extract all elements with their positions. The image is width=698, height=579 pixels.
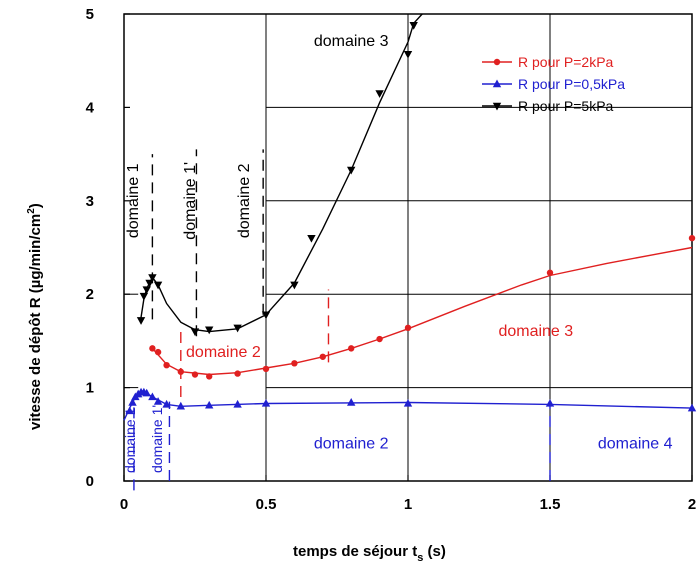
data-point-0 [154, 348, 162, 356]
domain-label: domaine 3 [498, 323, 573, 340]
data-point-2 [136, 317, 146, 325]
legend-marker [492, 79, 502, 88]
y-tick-label: 4 [86, 99, 95, 116]
data-point-0 [546, 269, 554, 276]
x-tick-label: 0.5 [256, 496, 277, 513]
tick-labels: 0 1 2 3 4 5 0 0.5 1 1.5 2 [86, 6, 697, 513]
domain-label: domaine 1' [149, 405, 165, 473]
y-axis-title: vitesse de dépôt R (µg/min/cm2) [26, 203, 44, 430]
data-point-2 [148, 274, 157, 282]
legend-label: R pour P=0,5kPa [518, 76, 625, 92]
domain-label: domaine 1' [182, 162, 199, 240]
data-point-2 [190, 328, 200, 337]
data-point-1 [176, 401, 185, 410]
x-tick-label: 1.5 [540, 496, 561, 513]
legend-marker [493, 58, 501, 66]
data-point-0 [191, 371, 199, 378]
data-point-1 [142, 388, 151, 397]
data-point-0 [149, 345, 156, 352]
data-point-2 [139, 292, 149, 301]
data-point-1 [205, 400, 214, 409]
data-point-0 [234, 370, 241, 377]
data-point-2 [307, 234, 316, 243]
data-point-0 [163, 361, 170, 369]
data-point-1 [153, 397, 163, 405]
series-markers [125, 22, 697, 415]
domain-label: domaine 2 [186, 344, 261, 361]
x-tick-label: 0 [120, 496, 128, 513]
data-point-2 [290, 281, 299, 290]
y-tick-label: 1 [86, 380, 94, 397]
data-point-1 [261, 398, 271, 407]
data-point-0 [319, 353, 326, 360]
domain-label: domaine 4 [598, 435, 673, 452]
legend-label: R pour P=5kPa [518, 98, 614, 114]
data-point-2 [375, 90, 384, 98]
domain-label: domaine 1 [125, 163, 142, 238]
domain-annotations: domaine 3 domaine 1 domaine 1' domaine 2 dom… [122, 33, 673, 473]
data-point-2 [409, 22, 418, 30]
data-point-1 [125, 406, 134, 415]
data-point-0 [348, 345, 355, 352]
x-tick-label: 2 [688, 496, 696, 513]
domain-dividers [133, 149, 551, 491]
data-point-0 [262, 365, 270, 373]
x-axis-title: temps de séjour ts (s) [293, 543, 446, 564]
data-point-2 [153, 281, 163, 290]
domain-label: domaine 2 [236, 163, 253, 238]
data-point-0 [688, 234, 696, 242]
y-tick-label: 3 [86, 193, 94, 210]
data-point-0 [376, 335, 383, 343]
data-point-1 [162, 399, 171, 408]
data-point-2 [403, 50, 413, 59]
y-tick-label: 5 [86, 6, 94, 23]
legend-marker [492, 102, 502, 111]
data-point-2 [233, 324, 242, 333]
data-point-1 [233, 399, 242, 408]
domain-label: domaine 1 [122, 407, 138, 473]
data-point-1 [148, 392, 157, 401]
legend: R pour P=2kPa R pour P=0,5kPa R pour P=5kP… [482, 54, 625, 114]
data-point-2 [261, 311, 271, 320]
data-point-2 [142, 286, 151, 295]
domain-label: domaine 2 [314, 435, 389, 452]
data-point-0 [291, 360, 298, 367]
y-tick-label: 2 [86, 286, 94, 303]
data-point-1 [403, 398, 413, 407]
data-point-0 [206, 373, 213, 380]
y-tick-label: 0 [86, 473, 94, 490]
data-point-2 [347, 166, 356, 175]
data-point-2 [145, 279, 154, 288]
data-point-1 [128, 398, 137, 406]
domain-label: domaine 3 [314, 33, 389, 50]
legend-label: R pour P=2kPa [518, 54, 614, 70]
data-point-1 [347, 398, 356, 406]
data-point-0 [177, 368, 184, 375]
data-point-1 [545, 398, 555, 407]
data-point-0 [404, 324, 412, 332]
data-point-1 [687, 403, 697, 412]
x-tick-label: 1 [404, 496, 412, 513]
data-point-2 [205, 326, 214, 335]
